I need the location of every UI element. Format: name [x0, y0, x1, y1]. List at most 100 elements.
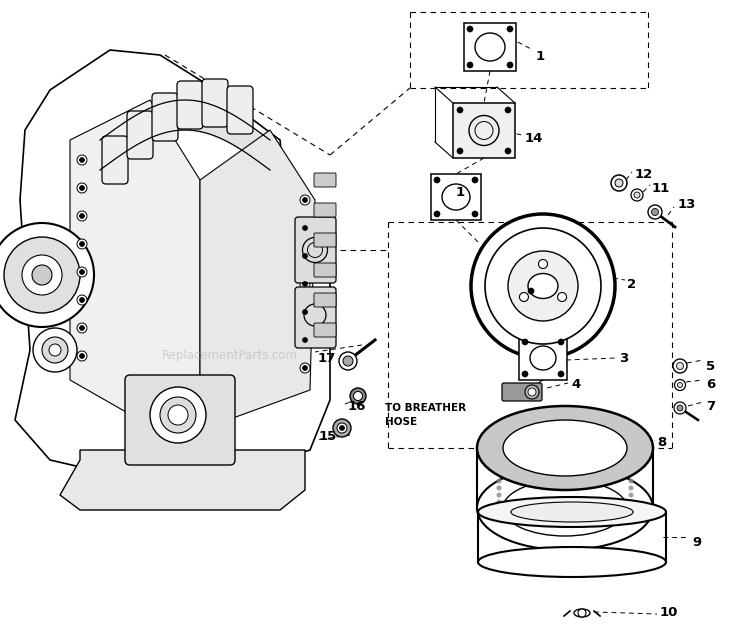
Circle shape — [80, 269, 85, 274]
FancyBboxPatch shape — [519, 336, 567, 380]
Circle shape — [300, 363, 310, 373]
Circle shape — [507, 26, 513, 32]
Circle shape — [522, 339, 528, 345]
Circle shape — [302, 226, 307, 231]
Circle shape — [77, 295, 87, 305]
Circle shape — [22, 255, 62, 295]
Circle shape — [472, 177, 478, 183]
Circle shape — [628, 465, 634, 470]
Circle shape — [496, 499, 502, 504]
Circle shape — [80, 241, 85, 246]
Polygon shape — [60, 450, 305, 510]
Circle shape — [508, 251, 578, 321]
Circle shape — [300, 223, 310, 233]
FancyBboxPatch shape — [314, 233, 336, 247]
Text: 3: 3 — [619, 351, 628, 365]
Circle shape — [505, 148, 511, 154]
Circle shape — [471, 214, 615, 358]
Circle shape — [611, 175, 627, 191]
Text: 8: 8 — [657, 435, 666, 449]
FancyBboxPatch shape — [295, 217, 336, 283]
Ellipse shape — [478, 497, 666, 527]
Circle shape — [160, 397, 196, 433]
FancyBboxPatch shape — [295, 287, 336, 348]
Circle shape — [302, 253, 307, 258]
Circle shape — [150, 387, 206, 443]
FancyBboxPatch shape — [127, 111, 153, 159]
Circle shape — [340, 425, 344, 430]
FancyBboxPatch shape — [464, 23, 516, 71]
Circle shape — [300, 279, 310, 289]
Circle shape — [467, 62, 473, 68]
Circle shape — [485, 228, 601, 344]
Text: 12: 12 — [635, 167, 653, 181]
Text: 7: 7 — [706, 399, 716, 413]
Circle shape — [628, 458, 634, 463]
Circle shape — [628, 499, 634, 504]
FancyBboxPatch shape — [152, 93, 178, 141]
Ellipse shape — [478, 547, 666, 577]
Circle shape — [42, 337, 68, 363]
Circle shape — [558, 371, 564, 377]
FancyBboxPatch shape — [177, 81, 203, 129]
Polygon shape — [70, 100, 200, 440]
Text: 17: 17 — [318, 351, 336, 365]
Circle shape — [302, 365, 307, 370]
FancyBboxPatch shape — [202, 79, 228, 127]
Circle shape — [77, 183, 87, 193]
Circle shape — [4, 237, 80, 313]
Text: ReplacementParts.com: ReplacementParts.com — [162, 348, 298, 362]
Circle shape — [496, 478, 502, 483]
Circle shape — [467, 26, 473, 32]
Ellipse shape — [574, 609, 590, 617]
Circle shape — [168, 405, 188, 425]
FancyBboxPatch shape — [502, 383, 542, 401]
Bar — [453, 103, 515, 158]
Circle shape — [343, 356, 353, 366]
Ellipse shape — [503, 420, 627, 476]
Circle shape — [677, 405, 683, 411]
Circle shape — [505, 107, 511, 113]
Circle shape — [80, 214, 85, 219]
Circle shape — [300, 307, 310, 317]
Ellipse shape — [477, 406, 653, 490]
Text: 2: 2 — [627, 279, 636, 291]
Circle shape — [648, 205, 662, 219]
Circle shape — [496, 458, 502, 463]
Text: 14: 14 — [525, 131, 543, 145]
Circle shape — [528, 288, 534, 294]
Circle shape — [538, 260, 548, 269]
Circle shape — [300, 251, 310, 261]
Text: 16: 16 — [348, 399, 366, 413]
Circle shape — [77, 239, 87, 249]
Circle shape — [350, 388, 366, 404]
Circle shape — [300, 335, 310, 345]
Circle shape — [676, 363, 683, 370]
Circle shape — [302, 310, 307, 315]
Circle shape — [674, 379, 686, 391]
Circle shape — [528, 388, 536, 396]
Text: 15: 15 — [319, 430, 338, 444]
Text: 9: 9 — [692, 537, 701, 549]
FancyBboxPatch shape — [125, 375, 235, 465]
FancyBboxPatch shape — [314, 293, 336, 307]
FancyBboxPatch shape — [227, 86, 253, 134]
Circle shape — [77, 267, 87, 277]
Circle shape — [522, 371, 528, 377]
Circle shape — [652, 209, 658, 216]
FancyBboxPatch shape — [102, 136, 128, 184]
Text: TO BREATHER: TO BREATHER — [385, 403, 466, 413]
Circle shape — [558, 339, 564, 345]
FancyBboxPatch shape — [314, 203, 336, 217]
Circle shape — [496, 485, 502, 490]
Circle shape — [457, 148, 463, 154]
Text: 6: 6 — [706, 379, 716, 391]
Text: 13: 13 — [678, 198, 696, 212]
Circle shape — [80, 353, 85, 358]
Circle shape — [557, 293, 566, 301]
Text: HOSE: HOSE — [385, 417, 417, 427]
Circle shape — [77, 211, 87, 221]
Circle shape — [302, 281, 307, 286]
Text: 4: 4 — [571, 379, 580, 391]
Circle shape — [353, 391, 362, 401]
